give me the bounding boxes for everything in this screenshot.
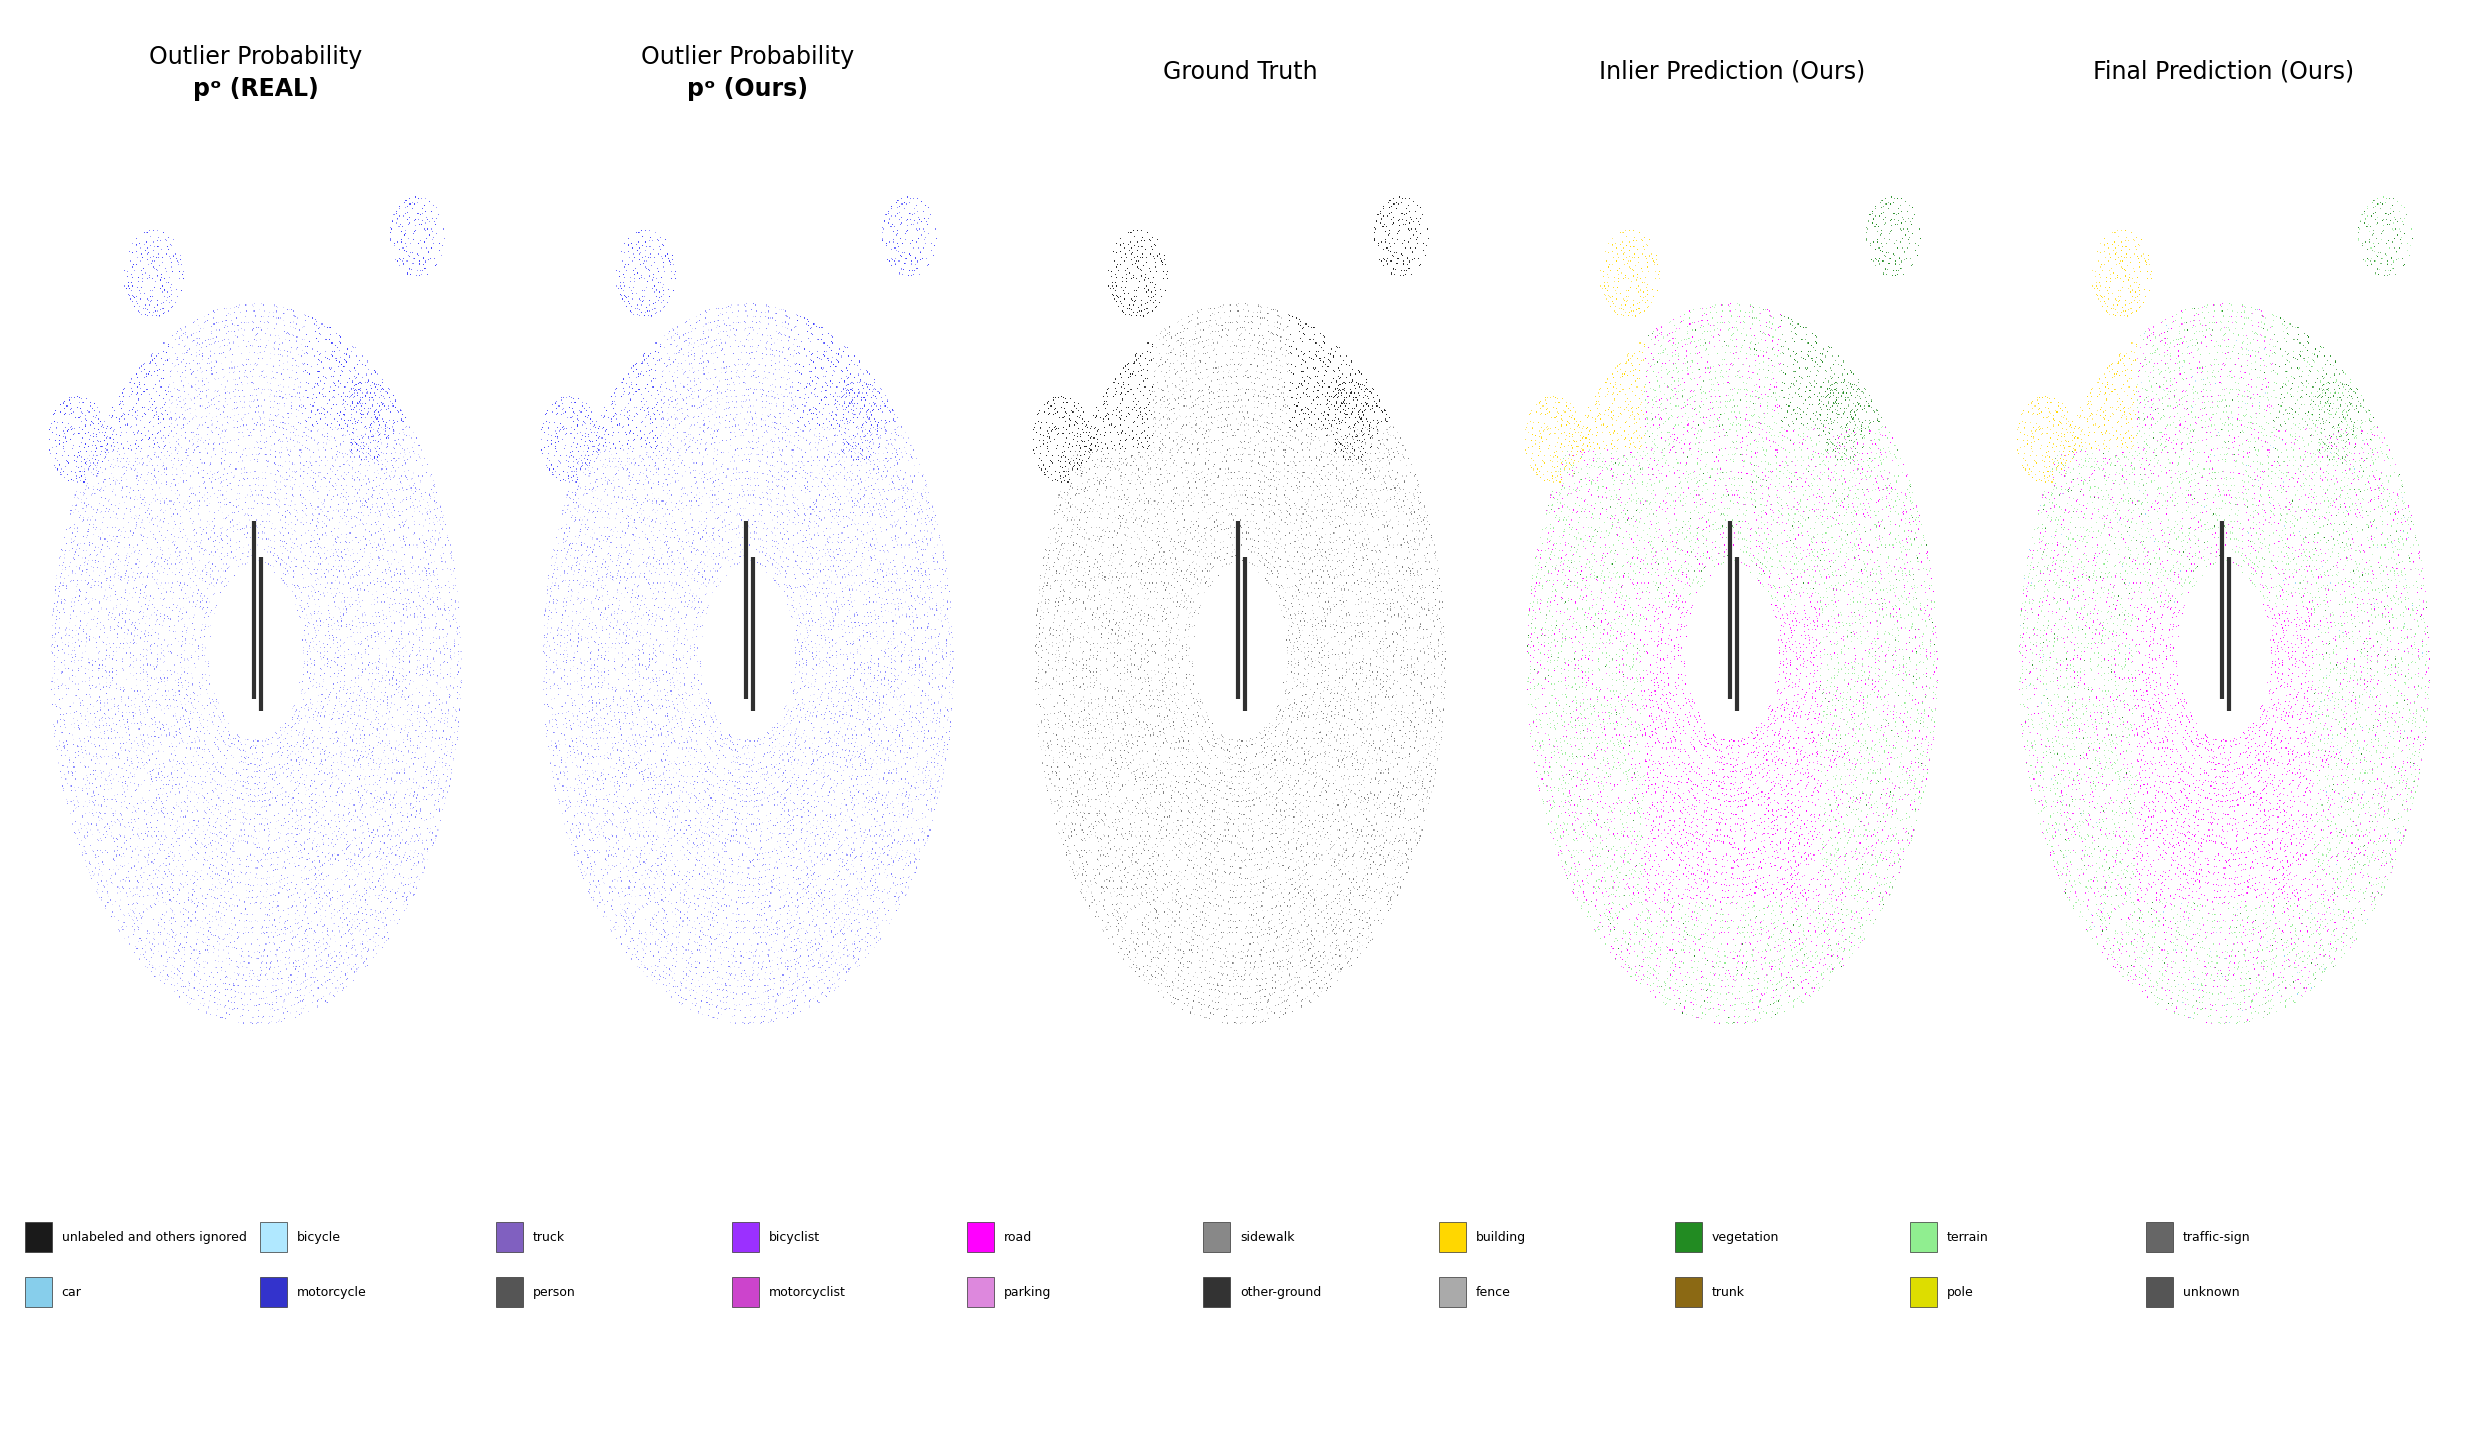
Bar [967, 1277, 994, 1308]
Text: road: road [1004, 1231, 1032, 1244]
Text: bicycle: bicycle [298, 1231, 342, 1244]
Bar [1910, 1277, 1937, 1308]
Text: building: building [1476, 1231, 1525, 1244]
Bar [1203, 1277, 1230, 1308]
Text: car: car [62, 1286, 82, 1299]
Bar [1203, 1223, 1230, 1253]
Bar [260, 1277, 288, 1308]
Text: pᵒ (REAL): pᵒ (REAL) [193, 76, 320, 101]
Text: pole: pole [1947, 1286, 1974, 1299]
Text: person: person [533, 1286, 575, 1299]
Text: terrain: terrain [1947, 1231, 1989, 1244]
Bar [25, 1223, 52, 1253]
Text: Final Prediction (Ours): Final Prediction (Ours) [2093, 59, 2354, 84]
Bar [732, 1223, 759, 1253]
Text: Outlier Probability: Outlier Probability [642, 45, 856, 69]
Bar [496, 1277, 523, 1308]
Bar [1438, 1223, 1466, 1253]
Bar [25, 1277, 52, 1308]
Text: traffic-sign: traffic-sign [2182, 1231, 2249, 1244]
Bar [496, 1223, 523, 1253]
Bar [1674, 1223, 1701, 1253]
Text: bicyclist: bicyclist [769, 1231, 821, 1244]
Text: Outlier Probability: Outlier Probability [149, 45, 362, 69]
Text: unknown: unknown [2182, 1286, 2239, 1299]
Text: motorcyclist: motorcyclist [769, 1286, 846, 1299]
Bar [967, 1223, 994, 1253]
Bar [1674, 1277, 1701, 1308]
Text: vegetation: vegetation [1711, 1231, 1778, 1244]
Text: sidewalk: sidewalk [1240, 1231, 1295, 1244]
Bar [2145, 1277, 2172, 1308]
Text: motorcycle: motorcycle [298, 1286, 367, 1299]
Bar [260, 1223, 288, 1253]
Text: trunk: trunk [1711, 1286, 1743, 1299]
Bar [1438, 1277, 1466, 1308]
Text: other-ground: other-ground [1240, 1286, 1322, 1299]
Text: Ground Truth: Ground Truth [1163, 59, 1317, 84]
Text: parking: parking [1004, 1286, 1052, 1299]
Text: pᵒ (Ours): pᵒ (Ours) [687, 76, 808, 101]
Bar [2145, 1223, 2172, 1253]
Text: fence: fence [1476, 1286, 1510, 1299]
Text: truck: truck [533, 1231, 565, 1244]
Bar [1910, 1223, 1937, 1253]
Bar [732, 1277, 759, 1308]
Text: Inlier Prediction (Ours): Inlier Prediction (Ours) [1600, 59, 1865, 84]
Text: unlabeled and others ignored: unlabeled and others ignored [62, 1231, 246, 1244]
